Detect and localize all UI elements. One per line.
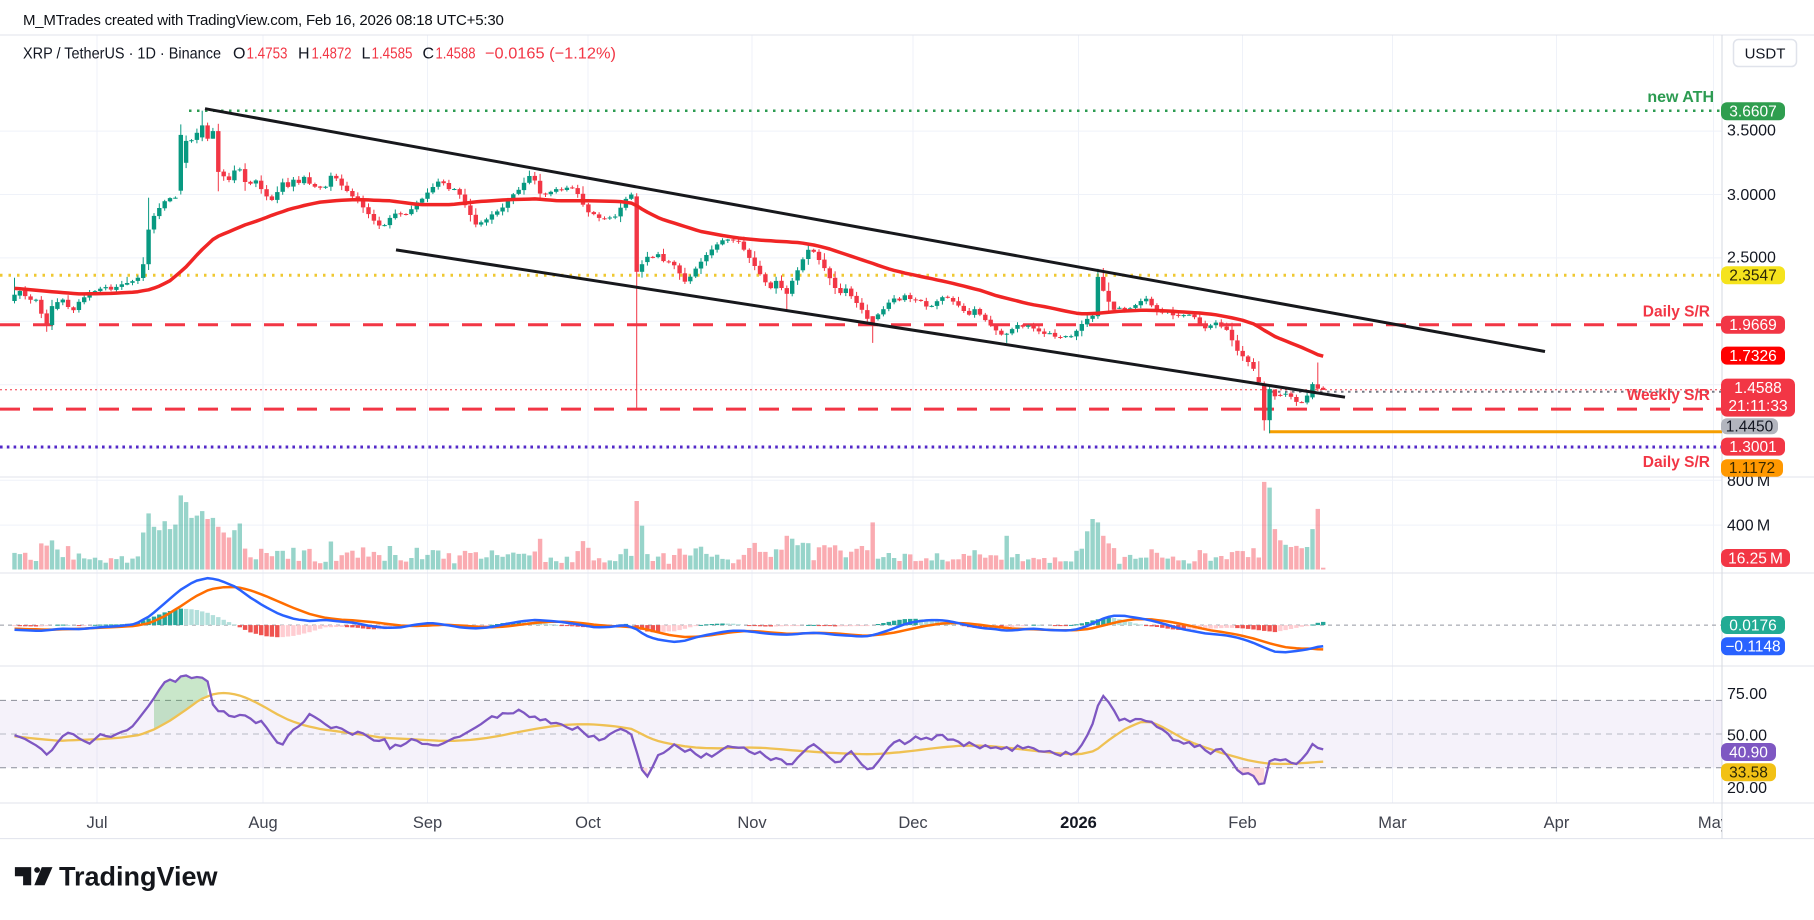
- svg-text:Sep: Sep: [413, 814, 442, 832]
- svg-text:1.4585: 1.4585: [372, 46, 413, 63]
- svg-text:1.4872: 1.4872: [312, 46, 352, 63]
- svg-text:C: C: [423, 46, 435, 63]
- svg-text:USDT: USDT: [1745, 46, 1786, 63]
- svg-text:May: May: [1698, 814, 1730, 832]
- svg-text:−0.1148: −0.1148: [1725, 639, 1780, 656]
- svg-text:Daily S/R: Daily S/R: [1643, 304, 1710, 321]
- svg-text:75.00: 75.00: [1727, 686, 1767, 703]
- svg-text:2.5000: 2.5000: [1727, 250, 1776, 267]
- svg-text:1.4450: 1.4450: [1726, 419, 1774, 436]
- svg-text:21:11:33: 21:11:33: [1728, 398, 1787, 415]
- svg-text:1.7326: 1.7326: [1729, 348, 1776, 365]
- svg-text:Feb: Feb: [1228, 814, 1256, 832]
- svg-text:Nov: Nov: [737, 814, 767, 832]
- svg-text:Oct: Oct: [575, 814, 601, 832]
- svg-text:400 M: 400 M: [1727, 517, 1770, 534]
- svg-text:3.6607: 3.6607: [1729, 104, 1776, 121]
- svg-text:O: O: [233, 46, 245, 63]
- svg-text:M_MTrades created with Trading: M_MTrades created with TradingView.com, …: [23, 12, 504, 29]
- svg-text:Dec: Dec: [898, 814, 927, 832]
- svg-text:20.00: 20.00: [1727, 780, 1767, 797]
- svg-text:0.0176: 0.0176: [1729, 617, 1776, 634]
- svg-text:1.4588: 1.4588: [1734, 380, 1781, 397]
- svg-text:3.5000: 3.5000: [1727, 123, 1776, 140]
- svg-text:1.1172: 1.1172: [1729, 460, 1775, 477]
- svg-text:−0.0165 (−1.12%): −0.0165 (−1.12%): [485, 46, 616, 63]
- svg-text:3.0000: 3.0000: [1727, 187, 1776, 204]
- svg-text:2026: 2026: [1060, 814, 1097, 832]
- svg-text:1.3001: 1.3001: [1729, 439, 1776, 456]
- svg-text:L: L: [362, 46, 371, 63]
- svg-text:Daily S/R: Daily S/R: [1643, 454, 1710, 471]
- svg-text:Mar: Mar: [1378, 814, 1407, 832]
- svg-text:1.4753: 1.4753: [247, 46, 288, 63]
- svg-text:50.00: 50.00: [1727, 728, 1767, 745]
- svg-text:40.90: 40.90: [1729, 744, 1768, 761]
- svg-text:XRP / TetherUS · 1D · Binance: XRP / TetherUS · 1D · Binance: [23, 46, 221, 63]
- svg-text:800 M: 800 M: [1727, 473, 1770, 490]
- svg-text:1.9669: 1.9669: [1729, 317, 1776, 334]
- svg-text:H: H: [298, 46, 310, 63]
- svg-text:2.3547: 2.3547: [1729, 268, 1776, 285]
- svg-text:33.58: 33.58: [1729, 765, 1768, 782]
- svg-text:TradingView: TradingView: [59, 862, 219, 892]
- svg-text:1.4588: 1.4588: [436, 46, 476, 63]
- svg-text:Jul: Jul: [86, 814, 107, 832]
- svg-text:new ATH: new ATH: [1647, 89, 1714, 106]
- svg-text:16.25 M: 16.25 M: [1728, 550, 1783, 567]
- svg-text:Weekly S/R: Weekly S/R: [1627, 387, 1710, 404]
- svg-text:Aug: Aug: [248, 814, 277, 832]
- svg-text:Apr: Apr: [1544, 814, 1570, 832]
